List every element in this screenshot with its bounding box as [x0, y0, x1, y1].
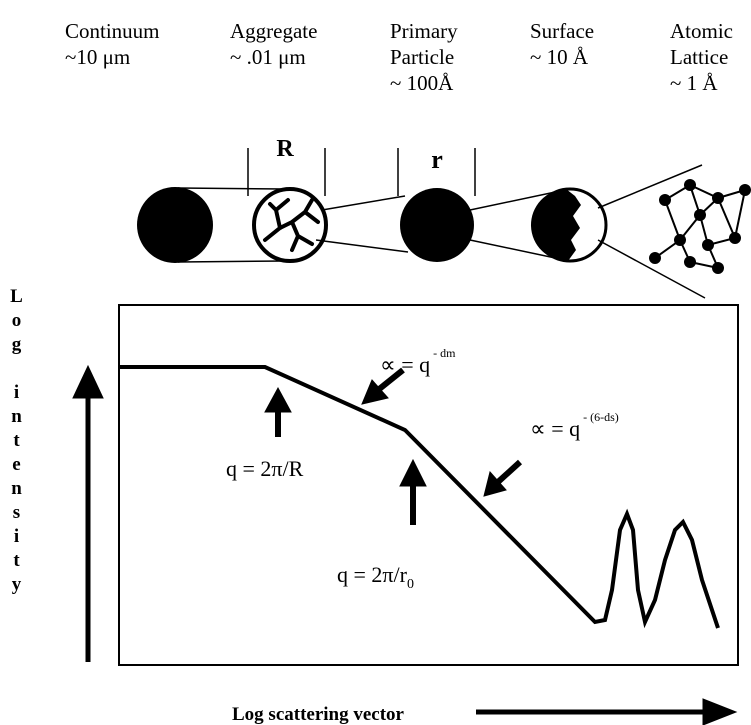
lattice	[649, 179, 751, 274]
connector	[178, 188, 285, 189]
connector	[322, 196, 405, 210]
connector	[178, 261, 285, 262]
scattering-curve	[120, 367, 718, 628]
size-label: r	[431, 145, 443, 174]
surface-fill	[531, 189, 581, 261]
connector	[598, 240, 705, 298]
q-marker: q = 2π/r0	[337, 562, 414, 592]
power-law: ∝ = q- (6-ds)	[530, 410, 619, 441]
scale-labels: Continuum~10 μm Aggregate~ .01 μm PrimaryP…	[65, 19, 733, 95]
scale-label: ~ 100Å	[390, 71, 454, 95]
scale-label: Surface	[530, 19, 594, 43]
scale-label: Primary	[390, 19, 458, 43]
scale-label: Particle	[390, 45, 454, 69]
scale-label: Lattice	[670, 45, 728, 69]
power-law: ∝ = q- dm	[380, 346, 456, 377]
scale-label: ~ 1 Å	[670, 71, 718, 95]
diagram: Continuum~10 μm Aggregate~ .01 μm PrimaryP…	[0, 0, 751, 725]
arrows	[73, 366, 736, 725]
scale-label: Atomic	[670, 19, 733, 43]
size-label: R	[276, 136, 294, 162]
scale-label: Aggregate	[230, 19, 317, 43]
scale-label: ~ .01 μm	[230, 45, 306, 69]
particle-circle	[400, 188, 474, 262]
canvas: Continuum~10 μm Aggregate~ .01 μm PrimaryP…	[0, 0, 751, 725]
y-axis-label: Log intensity	[6, 286, 26, 598]
continuum-circle	[137, 187, 213, 263]
x-axis-label: Log scattering vector	[232, 704, 405, 725]
scale-label: ~ 10 Å	[530, 45, 589, 69]
q-marker: q = 2π/R	[226, 456, 304, 481]
scale-label: ~10 μm	[65, 45, 130, 69]
connector	[316, 240, 408, 252]
scale-label: Continuum	[65, 19, 160, 43]
